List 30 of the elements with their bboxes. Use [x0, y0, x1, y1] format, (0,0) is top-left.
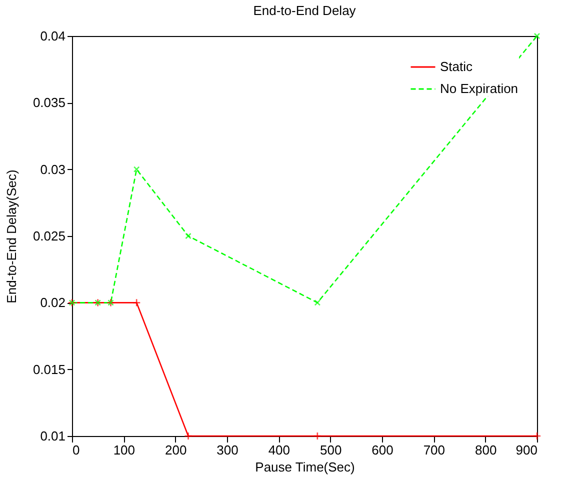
point — [132, 298, 141, 307]
chart-title: End-to-End Delay — [253, 3, 356, 18]
x-tick-label: 300 — [216, 442, 238, 458]
y-tick-label: 0.04 — [40, 28, 66, 44]
point — [184, 432, 192, 440]
x-tick-label: 600 — [372, 442, 394, 458]
y-tick-label: 0.01 — [40, 428, 66, 444]
point — [314, 300, 321, 306]
y-tick-label: 0.02 — [40, 295, 66, 310]
point — [534, 32, 540, 40]
y-tick-label: 0.015 — [32, 362, 66, 377]
x-axis-title: Pause Time(Sec) — [255, 460, 355, 474]
y-axis-title: End-to-End Delay(Sec) — [4, 170, 19, 304]
point — [133, 166, 140, 172]
y-tick-label: 0.03 — [40, 162, 66, 177]
x-tick-label: 200 — [164, 442, 187, 458]
x-tick-label: 100 — [113, 442, 136, 458]
x-tick-label: 0 — [72, 442, 80, 458]
y-tick-label: 0.035 — [32, 95, 66, 110]
x-tick-label: 700 — [423, 442, 446, 458]
x-tick-label: 800 — [474, 442, 497, 458]
point — [185, 232, 192, 240]
point — [313, 432, 322, 440]
y-tick-label: 0.025 — [32, 228, 66, 244]
legend-label: No Expiration — [440, 81, 518, 96]
point — [532, 432, 542, 440]
x-tick-label: 500 — [320, 442, 342, 458]
legend-label: Static — [440, 59, 474, 74]
x-tick-label: 900 — [516, 442, 538, 458]
x-tick-label: 400 — [268, 442, 290, 458]
